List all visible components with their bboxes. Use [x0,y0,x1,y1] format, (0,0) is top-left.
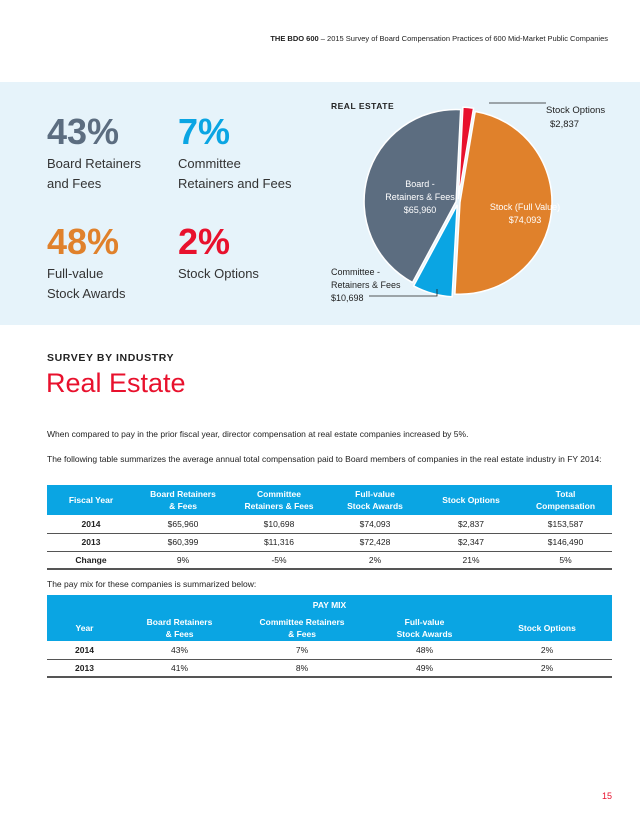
section-title: Real Estate [46,368,186,398]
table-cell: 8% [237,659,367,678]
table-cell: 9% [135,551,231,570]
table-cell: $60,399 [135,533,231,552]
stat-label-line: Retainers and Fees [178,176,292,191]
stat-label: Committee Retainers and Fees [178,154,291,194]
slice-label-committee: Committee - [331,267,380,277]
column-header: Committee Retainers & Fees [231,485,327,515]
slice-value-board: $65,960 [404,205,437,215]
table-cell: 2013 [47,533,135,552]
table-title-row: PAY MIX [47,595,612,615]
table-cell: 2% [327,551,423,570]
column-header: Stock Options [482,615,612,641]
stat-label-line: Full-value [47,266,104,281]
slice-label-board-2: Retainers & Fees [385,192,455,202]
stat-percent: 43% [47,111,120,152]
column-header: Full-value Stock Awards [327,485,423,515]
table-header-row: Year Board Retainers & Fees Committee Ret… [47,615,612,641]
leader-line-committee [369,289,438,297]
stat-label-line: Board Retainers [47,156,141,171]
stat-percent: 48% [47,221,120,262]
table-cell: $74,093 [327,515,423,534]
stat-label-line: and Fees [47,176,102,191]
slice-label-committee-2: Retainers & Fees [331,280,401,290]
table-cell: $146,490 [519,533,612,552]
stat-label-line: Stock Awards [47,286,126,301]
slice-value-stock-full: $74,093 [509,215,542,225]
slice-value-stock-options: $2,837 [550,119,579,130]
slice-label-board: Board - [405,179,435,189]
table-cell: Change [47,551,135,570]
column-header: Board Retainers & Fees [122,615,237,641]
stat-committee-retainers: 7% Committee Retainers and Fees [178,112,291,194]
stat-stock-options: 2% Stock Options [178,222,259,284]
section-kicker: SURVEY BY INDUSTRY [47,352,175,364]
table-cell: 2013 [47,659,122,678]
paragraph-table-intro: The following table summarizes the avera… [47,454,602,464]
table-cell: $11,316 [231,533,327,552]
column-header: Committee Retainers & Fees [237,615,367,641]
paragraph-mix-intro: The pay mix for these companies is summa… [47,579,257,589]
header-brand: THE BDO 600 [270,34,319,43]
table-cell: $2,837 [423,515,519,534]
table-cell: 49% [367,659,482,678]
slice-value-committee: $10,698 [331,293,364,303]
pay-mix-table: PAY MIX Year Board Retainers & Fees Commi… [47,595,612,678]
table-cell: $153,587 [519,515,612,534]
compensation-table: Fiscal Year Board Retainers & Fees Commit… [47,485,612,570]
pie-slice-1 [412,204,458,298]
paragraph-intro: When compared to pay in the prior fiscal… [47,429,469,439]
stat-label-line: Stock Options [178,266,259,281]
pay-mix-title: PAY MIX [47,595,612,615]
column-header: Total Compensation [519,485,612,515]
column-header: Year [47,615,122,641]
table-cell: 2% [482,659,612,678]
table-cell: $2,347 [423,533,519,552]
table-cell: 41% [122,659,237,678]
pie-slice-3 [457,106,475,200]
slice-label-stock-full: Stock (Full Value) [490,202,560,212]
header-subtitle: – 2015 Survey of Board Compensation Prac… [318,34,608,43]
table-cell: $72,428 [327,533,423,552]
stat-percent: 7% [178,111,231,152]
table-cell: $65,960 [135,515,231,534]
stat-label: Full-value Stock Awards [47,264,126,304]
table-cell: 2014 [47,641,122,660]
table-cell: 43% [122,641,237,660]
column-header: Fiscal Year [47,485,135,515]
pie-slices [363,106,553,298]
table-cell: 2014 [47,515,135,534]
table-row: 2013 $60,399 $11,316 $72,428 $2,347 $146… [47,533,612,552]
chart-title: REAL ESTATE [331,101,395,111]
pie-slice-2 [363,108,462,284]
stat-label: Stock Options [178,264,259,284]
column-header: Board Retainers & Fees [135,485,231,515]
table-cell: 5% [519,551,612,570]
table-row: Change 9% -5% 2% 21% 5% [47,551,612,570]
stat-label: Board Retainers and Fees [47,154,141,194]
table-cell: 21% [423,551,519,570]
stat-board-retainers: 43% Board Retainers and Fees [47,112,141,194]
table-cell: 48% [367,641,482,660]
running-header: THE BDO 600 – 2015 Survey of Board Compe… [270,34,608,43]
stat-stock-awards: 48% Full-value Stock Awards [47,222,126,304]
table-cell: 7% [237,641,367,660]
table-row: 2014 $65,960 $10,698 $74,093 $2,837 $153… [47,515,612,534]
page-number: 15 [601,791,612,801]
column-header: Full-value Stock Awards [367,615,482,641]
table-cell: $10,698 [231,515,327,534]
table-row: 2013 41% 8% 49% 2% [47,659,612,678]
table-cell: -5% [231,551,327,570]
table-header-row: Fiscal Year Board Retainers & Fees Commit… [47,485,612,515]
slice-label-stock-options: Stock Options [546,105,605,116]
pie-slice-0 [454,110,553,295]
stat-label-line: Committee [178,156,241,171]
table-cell: 2% [482,641,612,660]
column-header: Stock Options [423,485,519,515]
stat-percent: 2% [178,221,231,262]
table-row: 2014 43% 7% 48% 2% [47,641,612,660]
